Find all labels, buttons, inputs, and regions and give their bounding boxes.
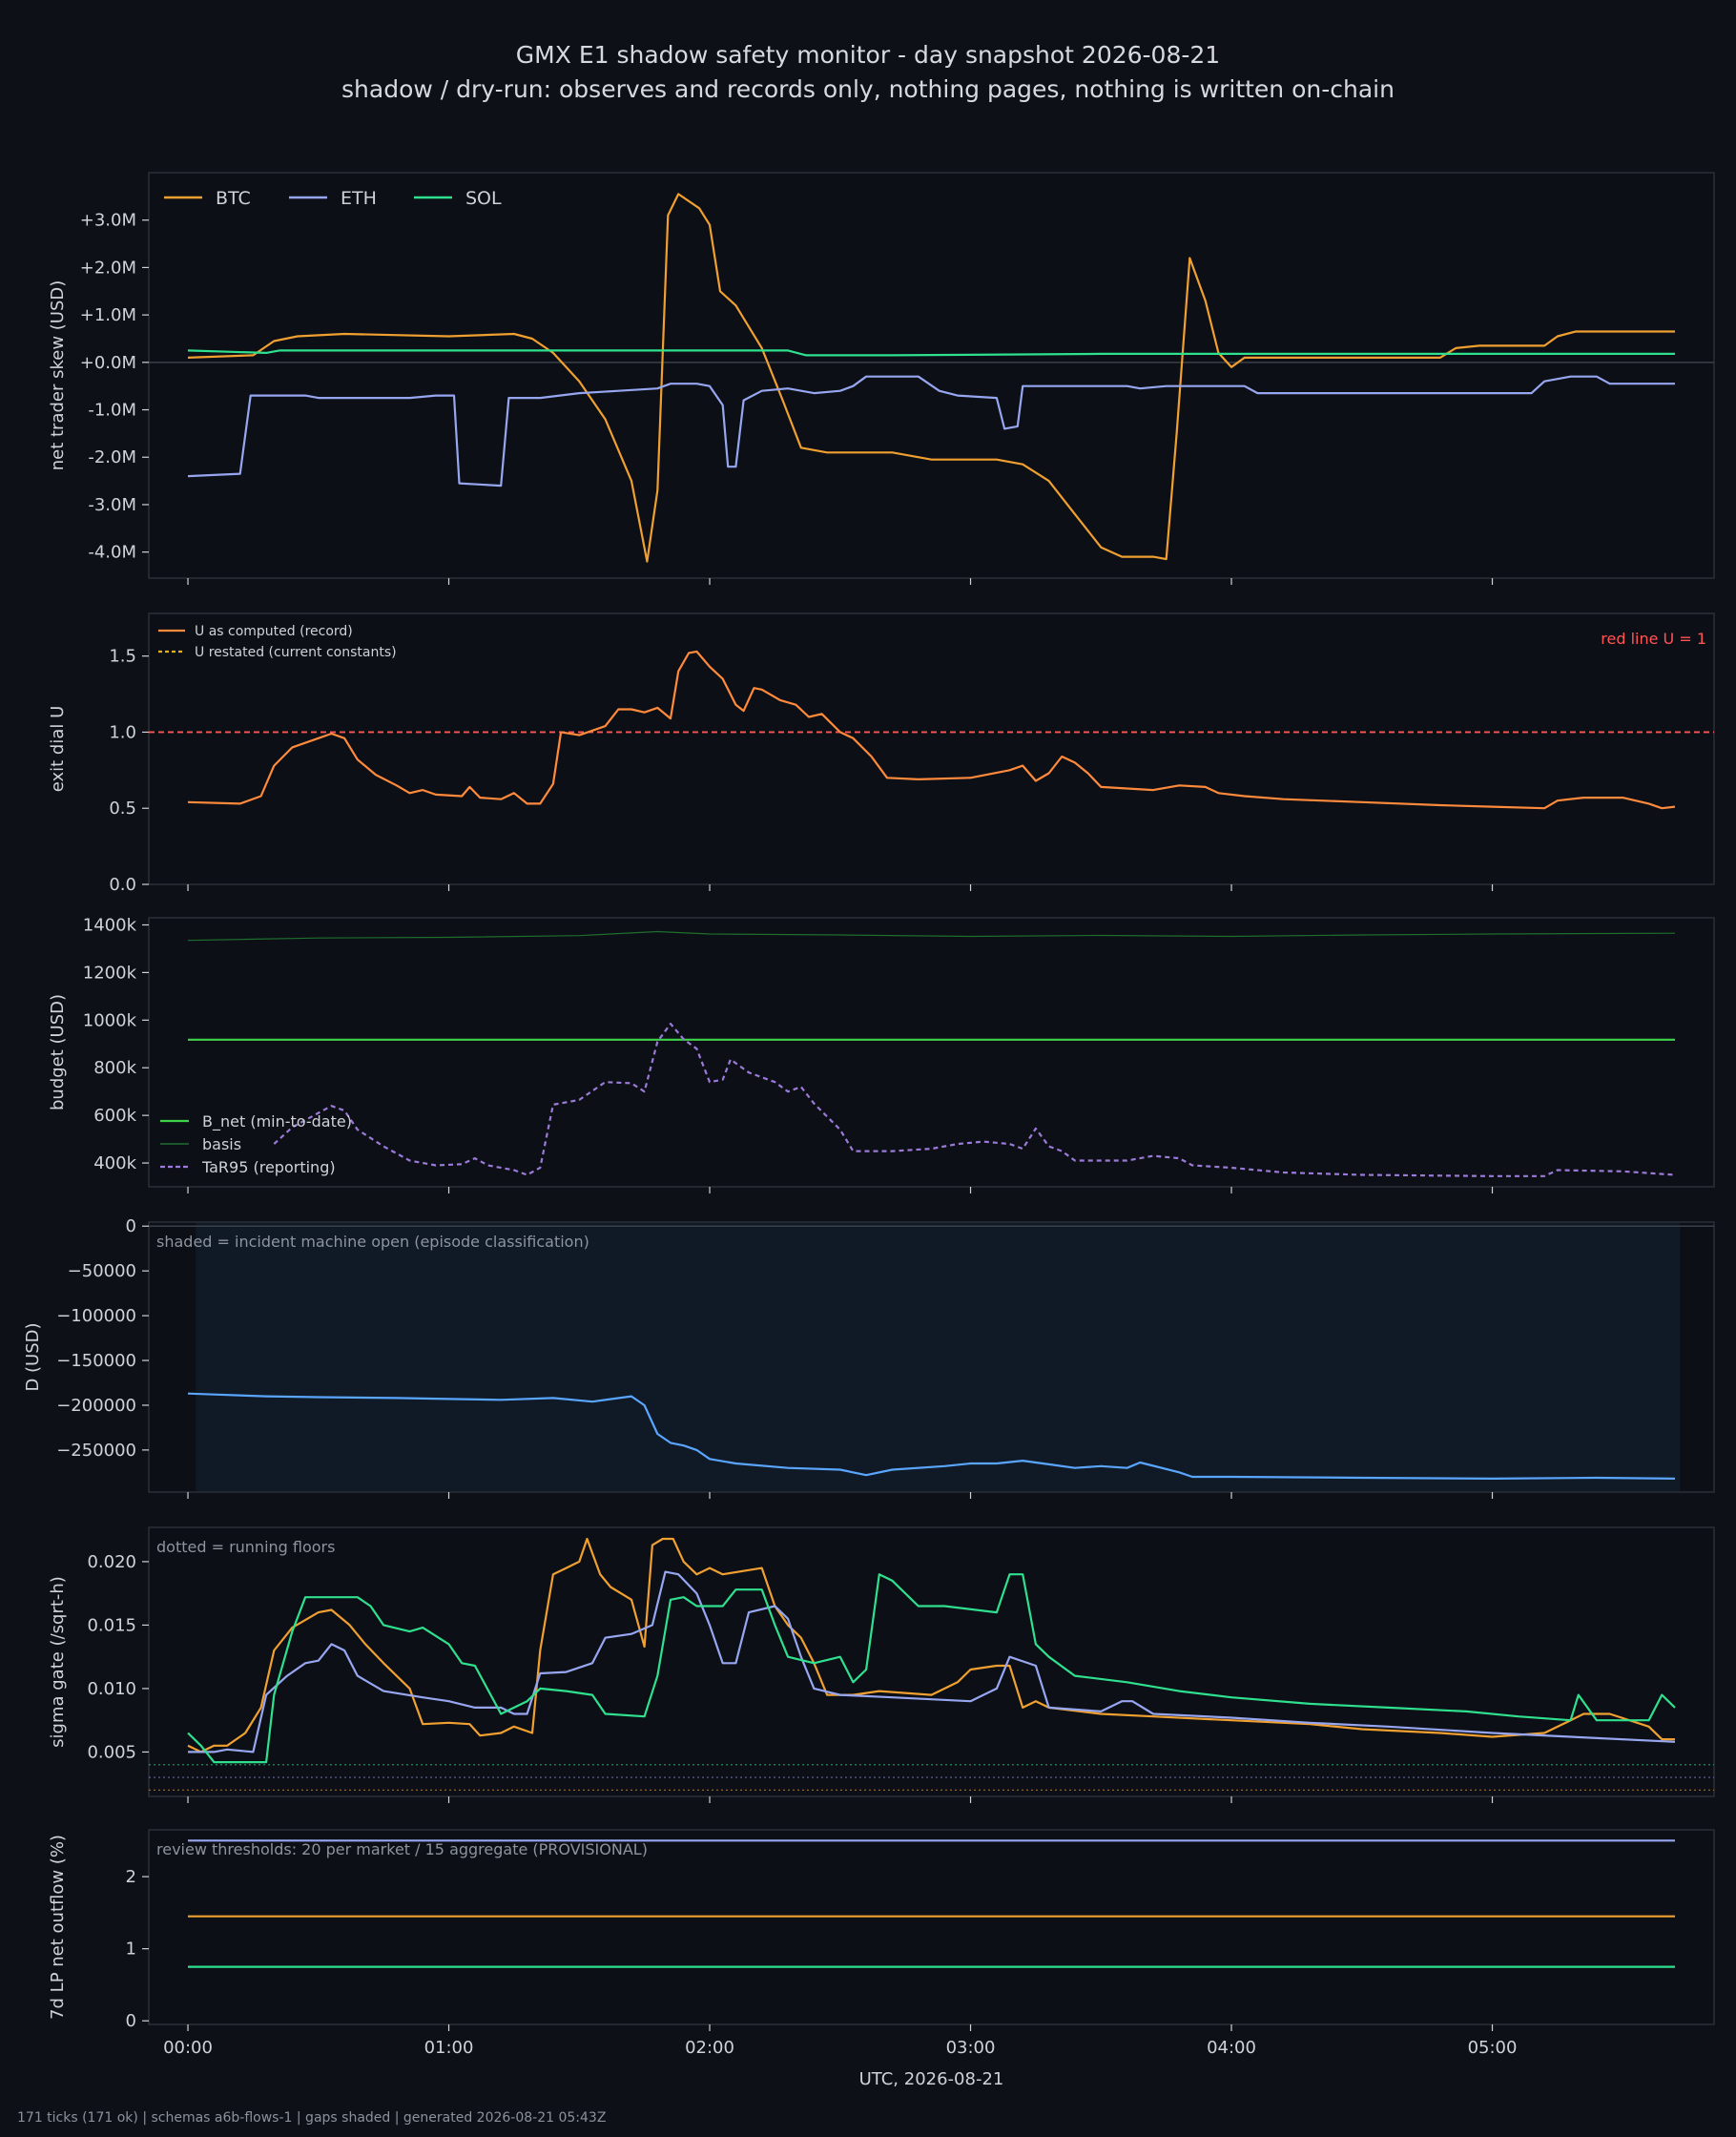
y-tick-label: +2.0M xyxy=(80,258,136,278)
y-axis-label: 7d LP net outflow (%) xyxy=(48,1835,68,2020)
y-axis-label: budget (USD) xyxy=(48,994,68,1110)
legend-label: BTC xyxy=(216,188,251,209)
x-tick-label: 02:00 xyxy=(685,2038,734,2058)
y-tick-label: 400k xyxy=(93,1153,136,1173)
plot-area-skew xyxy=(148,172,1715,579)
y-tick-label: +1.0M xyxy=(80,305,136,325)
y-tick-label: -1.0M xyxy=(88,401,136,421)
y-tick-label: 600k xyxy=(93,1106,136,1126)
series-d xyxy=(187,1392,1676,1480)
y-tick-label: 0.0 xyxy=(109,875,136,895)
footer-status: 171 ticks (171 ok) | schemas a6b-flows-1… xyxy=(17,2110,607,2126)
panel-budget: 400k 600k 800k 1000k 1200k 1400k budget (USD) B… xyxy=(48,915,1715,1193)
y-tick-label: -3.0M xyxy=(88,495,136,515)
red-line-label: red line U = 1 xyxy=(1601,630,1706,648)
y-tick-label: 1000k xyxy=(83,1010,137,1030)
y-axis-label: D (USD) xyxy=(23,1322,43,1391)
y-tick-label: 0 xyxy=(126,2011,136,2031)
y-tick-label: 1200k xyxy=(83,963,137,983)
panel-note: review thresholds: 20 per market / 15 ag… xyxy=(156,1840,648,1858)
series-basis xyxy=(187,930,1676,942)
legend-label: ETH xyxy=(341,188,377,209)
legend-label: basis xyxy=(202,1135,241,1153)
title-line-2: shadow / dry-run: observes and records o… xyxy=(341,75,1395,103)
y-tick-label: 2 xyxy=(126,1867,136,1887)
series-btc xyxy=(187,1537,1675,1753)
y-tick-label: 0.020 xyxy=(87,1552,136,1572)
y-tick-label: −100000 xyxy=(56,1306,136,1326)
legend-label: SOL xyxy=(465,188,502,209)
x-tick-label: 05:00 xyxy=(1468,2038,1518,2058)
series-u-as-computed-record xyxy=(187,650,1676,810)
panel-note: shaded = incident machine open (episode … xyxy=(156,1233,589,1251)
y-tick-label: 1.0 xyxy=(109,722,136,742)
x-tick-label: 04:00 xyxy=(1207,2038,1256,2058)
panel-sigma: 0.005 0.010 0.015 0.020 sigma gate (/sqrt-h)… xyxy=(48,1526,1715,1803)
x-axis-label: UTC, 2026-08-21 xyxy=(859,2069,1004,2089)
x-tick-label: 00:00 xyxy=(163,2038,213,2058)
y-axis-label: net trader skew (USD) xyxy=(48,280,68,471)
y-tick-label: 1 xyxy=(126,1940,136,1960)
y-tick-label: 0 xyxy=(126,1216,136,1236)
y-tick-label: -4.0M xyxy=(88,543,136,563)
y-tick-label: 0.010 xyxy=(87,1679,136,1699)
plot-area-budget xyxy=(148,917,1715,1188)
panel-lp: 0 1 2 00:00 01:00 02:00 03:00 04:00 05:00 7d LP n… xyxy=(48,1829,1715,2058)
y-tick-label: 0.005 xyxy=(87,1742,136,1762)
x-tick-label: 03:00 xyxy=(946,2038,996,2058)
x-tick-label: 01:00 xyxy=(424,2038,474,2058)
legend-label: U restated (current constants) xyxy=(195,645,397,660)
y-tick-label: +0.0M xyxy=(80,353,136,373)
y-tick-label: -2.0M xyxy=(88,447,136,467)
panel-exit: red line U = 1 0.0 0.5 1.0 1.5 exit dial U U a… xyxy=(48,612,1715,895)
y-tick-label: −50000 xyxy=(68,1261,136,1281)
series-sol xyxy=(187,1573,1676,1764)
incident-shade xyxy=(196,1223,1681,1491)
y-tick-label: 0.5 xyxy=(109,799,136,819)
plot-area-lp xyxy=(148,1829,1715,2025)
panel-skew: +3.0M +2.0M +1.0M +0.0M -1.0M -2.0M -3.0M -4.0M… xyxy=(48,172,1715,585)
legend-label: TaR95 (reporting) xyxy=(201,1158,336,1176)
y-tick-label: −150000 xyxy=(56,1351,136,1371)
y-tick-label: 800k xyxy=(93,1058,136,1078)
plot-area-exit xyxy=(148,612,1715,885)
figure-title: GMX E1 shadow safety monitor - day snaps… xyxy=(0,38,1736,107)
plot-area-sigma xyxy=(148,1526,1715,1797)
y-axis-label: exit dial U xyxy=(48,706,68,793)
series-tar95-reporting xyxy=(273,1023,1676,1177)
series-eth xyxy=(188,1570,1676,1753)
legend-label: U as computed (record) xyxy=(195,624,353,639)
series-eth xyxy=(187,375,1675,488)
y-tick-label: −200000 xyxy=(56,1396,136,1416)
y-tick-label: +3.0M xyxy=(80,211,136,231)
panel-D: 0 −50000 −100000 −150000 −200000 −250000 D (US… xyxy=(23,1216,1715,1499)
y-tick-label: 0.015 xyxy=(87,1615,136,1635)
y-tick-label: 1.5 xyxy=(109,647,136,667)
y-tick-label: −250000 xyxy=(56,1441,136,1461)
legend-label: B_net (min-to-date) xyxy=(202,1112,352,1131)
panel-note: dotted = running floors xyxy=(156,1538,335,1556)
y-tick-label: 1400k xyxy=(83,915,137,935)
y-axis-label: sigma gate (/sqrt-h) xyxy=(48,1576,68,1748)
series-sol xyxy=(187,349,1675,357)
title-line-1: GMX E1 shadow safety monitor - day snaps… xyxy=(515,41,1221,69)
